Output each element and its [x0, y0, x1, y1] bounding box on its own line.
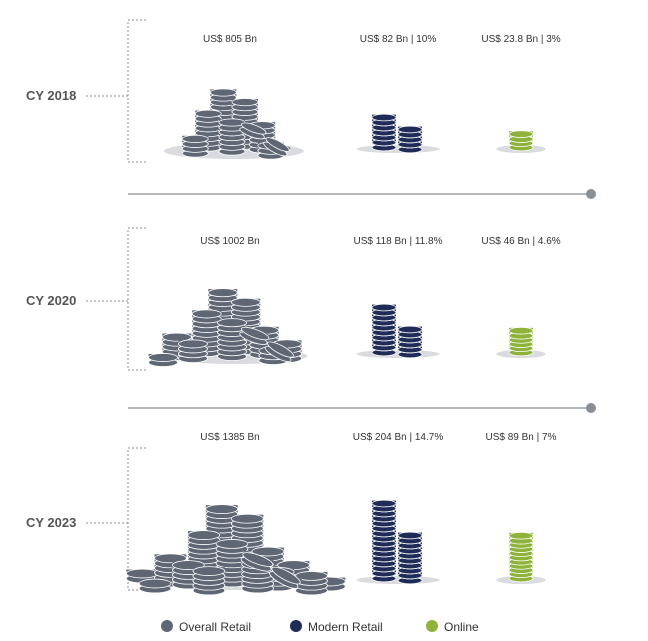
online-value-label: US$ 23.8 Bn | 3%: [481, 34, 560, 45]
overall-retail-coin: [154, 553, 187, 569]
modern-retail-coin: [371, 113, 397, 127]
modern-retail-mark: [356, 113, 440, 154]
overall-retail-coin: [263, 135, 291, 157]
overall-retail-coin: [178, 339, 208, 354]
overall-retail-coin: [239, 325, 270, 345]
overall-retail-coin: [209, 88, 237, 102]
legend-swatch: [290, 620, 302, 632]
online-coin: [508, 130, 534, 143]
overall-retail-coin: [205, 504, 239, 519]
row-cy-2023: CY 2023 US$ 1385 Bn US$ 204 Bn | 14.7% US$ …: [26, 432, 557, 596]
legend-swatch: [161, 620, 173, 632]
overall-retail-value-label: US$ 1385 Bn: [200, 432, 260, 443]
online-mark: [496, 326, 546, 358]
legend-label: Modern Retail: [308, 620, 383, 634]
row-cy-2020: CY 2020 US$ 1002 Bn US$ 118 Bn | 11.8% US$ …: [26, 227, 561, 371]
modern-retail-coin: [397, 125, 423, 139]
modern-retail-mark: [356, 499, 440, 585]
row-bracket: [127, 19, 146, 163]
overall-retail-value-label: US$ 805 Bn: [203, 34, 257, 45]
year-label: CY 2018: [26, 88, 76, 103]
overall-retail-coin: [295, 571, 328, 586]
modern-retail-value-label: US$ 204 Bn | 14.7%: [353, 432, 444, 443]
legend-item-modern-retail: Modern Retail: [290, 620, 383, 634]
legend-label: Online: [444, 620, 479, 634]
legend-swatch: [426, 620, 438, 632]
legend-item-overall-retail: Overall Retail: [161, 620, 251, 634]
online-mark: [496, 531, 546, 584]
overall-retail-coin: [230, 297, 261, 312]
overall-retail-coin: [207, 288, 238, 303]
separator-dot: [586, 189, 596, 199]
overall-retail-mark: [125, 504, 346, 596]
overall-retail-value-label: US$ 1002 Bn: [200, 236, 260, 247]
overall-retail-coin: [194, 109, 222, 123]
overall-retail-coin: [181, 134, 209, 148]
overall-retail-coin: [240, 550, 275, 572]
modern-retail-value-label: US$ 82 Bn | 10%: [360, 34, 437, 45]
online-value-label: US$ 46 Bn | 4.6%: [481, 236, 560, 247]
legend-item-online: Online: [426, 620, 479, 634]
online-coin: [508, 326, 534, 340]
overall-retail-coin: [148, 353, 178, 367]
overall-retail-coin: [231, 513, 264, 529]
legend-label: Overall Retail: [179, 620, 251, 634]
overall-retail-coin: [218, 118, 246, 132]
online-value-label: US$ 89 Bn | 7%: [486, 432, 557, 443]
year-label: CY 2023: [26, 515, 76, 530]
overall-retail-coin: [191, 309, 222, 324]
online-coin: [508, 531, 534, 545]
row-bracket: [127, 447, 146, 591]
modern-retail-mark: [356, 303, 440, 359]
overall-retail-coin: [215, 539, 249, 554]
modern-retail-coin: [371, 499, 397, 513]
modern-retail-coin: [397, 531, 423, 545]
overall-retail-coin: [269, 564, 302, 589]
year-label: CY 2020: [26, 293, 76, 308]
overall-retail-coin: [138, 578, 172, 594]
overall-retail-coin: [231, 98, 259, 112]
overall-retail-coin: [264, 339, 295, 363]
overall-retail-mark: [148, 288, 308, 367]
overall-retail-mark: [164, 88, 304, 160]
chart-rows: CY 2018 US$ 805 Bn US$ 82 Bn | 10% US$ 23.8…: [26, 19, 596, 596]
row-bracket: [127, 227, 146, 371]
overall-retail-coin: [239, 121, 268, 140]
overall-retail-coin: [192, 566, 226, 581]
row-cy-2018: CY 2018 US$ 805 Bn US$ 82 Bn | 10% US$ 23.8…: [26, 19, 561, 163]
modern-retail-coin: [397, 325, 423, 339]
modern-retail-value-label: US$ 118 Bn | 11.8%: [354, 236, 443, 247]
separator-dot: [586, 403, 596, 413]
online-mark: [496, 130, 546, 153]
overall-retail-coin: [187, 530, 221, 545]
legend: Overall Retail Modern Retail Online: [161, 620, 479, 634]
modern-retail-coin: [371, 303, 397, 317]
